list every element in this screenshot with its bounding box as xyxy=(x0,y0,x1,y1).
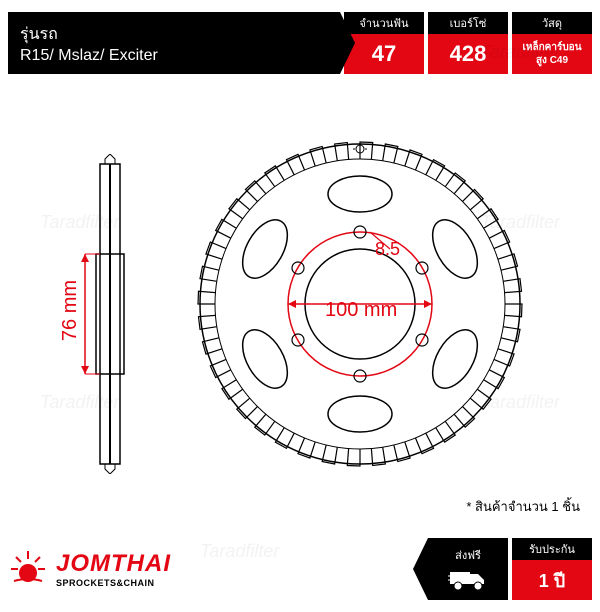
sun-logo-icon xyxy=(8,549,48,589)
warranty-value: 1 ปี xyxy=(512,560,592,600)
technical-diagram: 76 mm xyxy=(60,104,540,504)
bottom-right-boxes: ส่งฟรี รับประกัน 1 ปี xyxy=(428,538,592,600)
material-value: เหล็กคาร์บอน สูง C49 xyxy=(512,34,592,74)
model-text: R15/ Mslaz/ Exciter xyxy=(20,47,328,65)
chain-label: เบอร์โซ่ xyxy=(428,12,508,34)
teeth-value: 47 xyxy=(344,34,424,74)
warranty-label: รับประกัน xyxy=(512,538,592,560)
teeth-box: จำนวนฟัน 47 xyxy=(344,12,424,74)
dim-76mm: 76 mm xyxy=(59,280,82,341)
dim-8-5: 8.5 xyxy=(375,239,400,260)
model-box: รุ่นรถ R15/ Mslaz/ Exciter xyxy=(8,12,340,74)
chain-box: เบอร์โซ่ 428 xyxy=(428,12,508,74)
shipping-label: ส่งฟรี xyxy=(455,546,481,564)
brand-tagline: SPROCKETS&CHAIN xyxy=(56,578,171,588)
warranty-box: รับประกัน 1 ปี xyxy=(512,538,592,600)
dim-100mm: 100 mm xyxy=(325,299,397,322)
material-box: วัสดุ เหล็กคาร์บอน สูง C49 xyxy=(512,12,592,74)
brand-name: JOMTHAI xyxy=(56,550,171,578)
material-label: วัสดุ xyxy=(512,12,592,34)
material-line2: สูง C49 xyxy=(536,54,568,67)
material-line1: เหล็กคาร์บอน xyxy=(522,41,581,54)
quantity-note: * สินค้าจำนวน 1 ชิ้น xyxy=(466,496,580,517)
top-spec-bar: รุ่นรถ R15/ Mslaz/ Exciter จำนวนฟัน 47 เ… xyxy=(8,12,592,74)
truck-icon xyxy=(448,566,488,592)
model-label: รุ่นรถ xyxy=(20,22,328,47)
bottom-bar: JOMTHAI SPROCKETS&CHAIN ส่งฟรี รับประกัน… xyxy=(8,538,592,600)
teeth-label: จำนวนฟัน xyxy=(344,12,424,34)
logo-area: JOMTHAI SPROCKETS&CHAIN xyxy=(8,549,171,589)
shipping-box: ส่งฟรี xyxy=(428,538,508,600)
chain-value: 428 xyxy=(428,34,508,74)
logo-text: JOMTHAI SPROCKETS&CHAIN xyxy=(56,550,171,588)
